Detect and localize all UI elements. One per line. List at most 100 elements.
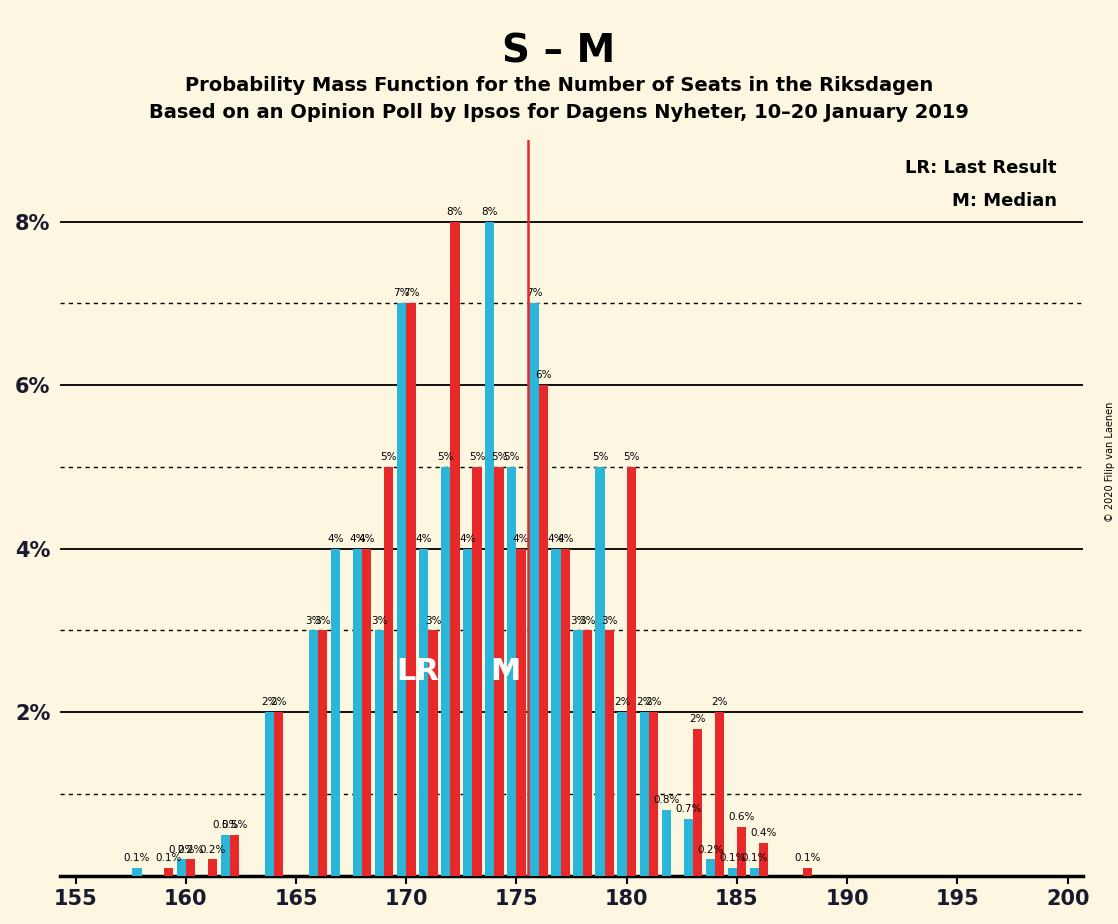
Bar <box>705 859 714 876</box>
Text: 0.1%: 0.1% <box>155 853 181 863</box>
Text: S – M: S – M <box>502 32 616 70</box>
Text: 0.7%: 0.7% <box>675 804 701 814</box>
Text: 3%: 3% <box>371 615 388 626</box>
Bar <box>693 729 702 876</box>
Text: LR: Last Result: LR: Last Result <box>906 159 1057 177</box>
Bar <box>596 467 605 876</box>
Bar <box>385 467 394 876</box>
Bar <box>419 549 428 876</box>
Text: 7%: 7% <box>394 288 410 298</box>
Text: 2%: 2% <box>636 698 653 708</box>
Text: 3%: 3% <box>601 615 617 626</box>
Text: 4%: 4% <box>416 534 432 543</box>
Bar <box>177 859 186 876</box>
Bar <box>508 467 517 876</box>
Text: 7%: 7% <box>402 288 419 298</box>
Bar <box>728 868 737 876</box>
Text: 4%: 4% <box>557 534 574 543</box>
Text: 0.1%: 0.1% <box>124 853 150 863</box>
Bar <box>551 549 560 876</box>
Bar <box>639 712 648 876</box>
Text: 4%: 4% <box>513 534 530 543</box>
Bar <box>714 712 724 876</box>
Text: 3%: 3% <box>314 615 331 626</box>
Bar <box>560 549 570 876</box>
Text: 4%: 4% <box>328 534 343 543</box>
Bar <box>318 630 328 876</box>
Text: 5%: 5% <box>468 452 485 462</box>
Text: 4%: 4% <box>349 534 366 543</box>
Bar <box>759 843 768 876</box>
Bar <box>803 868 813 876</box>
Bar <box>309 630 318 876</box>
Bar <box>362 549 371 876</box>
Bar <box>605 630 614 876</box>
Text: 2%: 2% <box>262 698 277 708</box>
Text: 8%: 8% <box>447 207 463 216</box>
Text: 5%: 5% <box>491 452 508 462</box>
Bar <box>406 303 416 876</box>
Text: M: M <box>491 657 521 686</box>
Bar <box>375 630 385 876</box>
Bar <box>582 630 591 876</box>
Bar <box>737 827 746 876</box>
Text: 3%: 3% <box>579 615 596 626</box>
Text: LR: LR <box>396 657 438 686</box>
Text: 0.2%: 0.2% <box>698 845 723 855</box>
Text: 0.5%: 0.5% <box>221 820 248 830</box>
Text: 3%: 3% <box>425 615 442 626</box>
Bar <box>428 630 437 876</box>
Text: 5%: 5% <box>503 452 520 462</box>
Text: 6%: 6% <box>534 371 551 380</box>
Text: 0.2%: 0.2% <box>199 845 226 855</box>
Text: 0.4%: 0.4% <box>750 828 777 838</box>
Text: 0.5%: 0.5% <box>212 820 238 830</box>
Bar <box>473 467 482 876</box>
Text: 8%: 8% <box>482 207 499 216</box>
Text: 5%: 5% <box>591 452 608 462</box>
Text: 0.1%: 0.1% <box>741 853 768 863</box>
Text: 2%: 2% <box>711 698 728 708</box>
Text: 3%: 3% <box>570 615 586 626</box>
Text: 0.1%: 0.1% <box>719 853 746 863</box>
Text: 2%: 2% <box>690 713 705 723</box>
Bar <box>353 549 362 876</box>
Text: 4%: 4% <box>459 534 476 543</box>
Text: 0.6%: 0.6% <box>729 812 755 821</box>
Bar <box>517 549 525 876</box>
Text: © 2020 Filip van Laenen: © 2020 Filip van Laenen <box>1106 402 1115 522</box>
Bar <box>750 868 759 876</box>
Text: Probability Mass Function for the Number of Seats in the Riksdagen: Probability Mass Function for the Number… <box>184 76 934 95</box>
Bar <box>274 712 283 876</box>
Bar <box>230 835 239 876</box>
Text: 4%: 4% <box>359 534 375 543</box>
Bar <box>442 467 451 876</box>
Text: 3%: 3% <box>305 615 322 626</box>
Bar <box>265 712 274 876</box>
Bar <box>494 467 504 876</box>
Text: Based on an Opinion Poll by Ipsos for Dagens Nyheter, 10–20 January 2019: Based on an Opinion Poll by Ipsos for Da… <box>149 103 969 123</box>
Bar <box>539 385 548 876</box>
Text: 0.1%: 0.1% <box>795 853 821 863</box>
Bar <box>186 859 195 876</box>
Text: 5%: 5% <box>380 452 397 462</box>
Text: 7%: 7% <box>525 288 542 298</box>
Text: 5%: 5% <box>437 452 454 462</box>
Bar <box>662 810 671 876</box>
Bar <box>208 859 217 876</box>
Bar <box>683 819 693 876</box>
Bar <box>617 712 627 876</box>
Text: 2%: 2% <box>271 698 287 708</box>
Bar <box>463 549 473 876</box>
Bar <box>529 303 539 876</box>
Bar <box>397 303 406 876</box>
Bar <box>574 630 582 876</box>
Bar <box>331 549 340 876</box>
Text: 2%: 2% <box>645 698 662 708</box>
Bar <box>485 222 494 876</box>
Text: 2%: 2% <box>614 698 631 708</box>
Bar <box>451 222 459 876</box>
Bar <box>627 467 636 876</box>
Bar <box>132 868 142 876</box>
Text: 0.2%: 0.2% <box>168 845 195 855</box>
